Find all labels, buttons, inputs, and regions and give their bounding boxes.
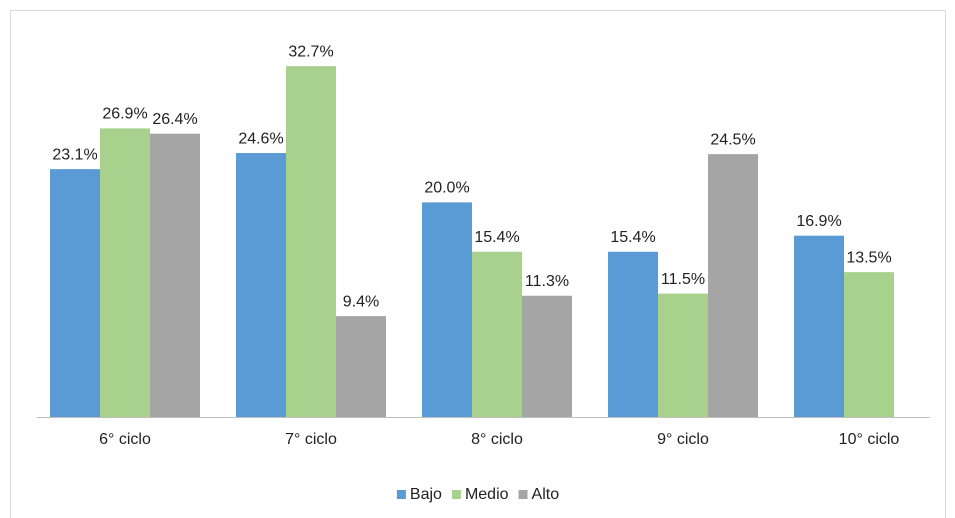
data-label: 9.4% [343, 293, 379, 310]
bar [708, 154, 758, 418]
bar [608, 251, 658, 417]
legend-swatch [518, 490, 528, 499]
data-label: 15.4% [610, 229, 655, 246]
legend-label: Medio [465, 486, 509, 503]
bar [472, 251, 522, 417]
bar [236, 153, 286, 418]
bar [794, 235, 844, 417]
data-label: 23.1% [52, 146, 97, 163]
data-label: 26.9% [102, 106, 147, 123]
chart-frame [10, 10, 946, 518]
bar [286, 66, 336, 417]
bar [522, 295, 572, 417]
data-label: 11.3% [525, 273, 569, 290]
bar [50, 169, 100, 417]
legend-label: Bajo [410, 486, 442, 503]
data-label: 24.6% [238, 130, 283, 147]
bar [422, 202, 472, 417]
legend-label: Alto [532, 486, 560, 503]
x-tick-label: 9° ciclo [657, 431, 709, 448]
legend-swatch [451, 490, 461, 499]
x-tick-label: 8° ciclo [471, 431, 523, 448]
bar [150, 133, 200, 417]
bar [100, 128, 150, 417]
data-label: 24.5% [710, 131, 755, 148]
data-label: 20.0% [424, 180, 469, 197]
bar [844, 272, 894, 417]
bar [336, 316, 386, 417]
x-tick-label: 7° ciclo [285, 431, 337, 448]
data-label: 13.5% [846, 249, 891, 266]
x-tick-label: 10° ciclo [839, 431, 900, 448]
bar [658, 293, 708, 417]
data-label: 15.4% [474, 229, 519, 246]
x-tick-label: 6° ciclo [99, 431, 151, 448]
data-label: 26.4% [152, 111, 197, 128]
legend-swatch [396, 490, 406, 499]
data-label: 16.9% [796, 213, 841, 230]
data-label: 32.7% [288, 43, 333, 60]
data-label: 11.5% [661, 271, 705, 288]
